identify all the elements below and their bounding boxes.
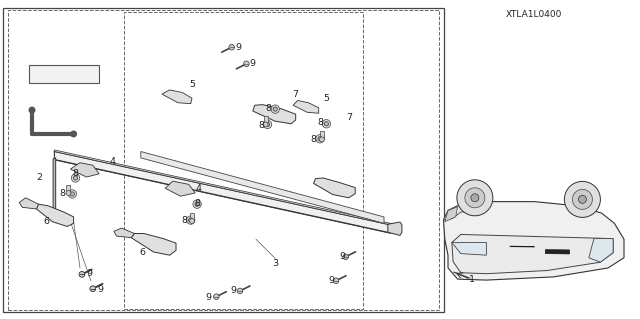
- Polygon shape: [29, 65, 99, 83]
- Circle shape: [193, 200, 202, 208]
- Circle shape: [319, 137, 324, 142]
- Circle shape: [324, 122, 328, 126]
- Circle shape: [237, 288, 243, 294]
- Circle shape: [189, 218, 193, 222]
- Bar: [320, 131, 324, 139]
- Text: 2: 2: [36, 173, 43, 182]
- Text: 9: 9: [339, 252, 346, 261]
- Text: 9: 9: [230, 286, 237, 295]
- Circle shape: [68, 190, 77, 198]
- Polygon shape: [53, 158, 56, 217]
- Text: 8: 8: [266, 104, 272, 113]
- Circle shape: [74, 176, 77, 180]
- Text: 1: 1: [469, 275, 476, 284]
- Text: 8: 8: [181, 216, 188, 225]
- Text: 8: 8: [194, 199, 200, 208]
- Circle shape: [333, 278, 339, 284]
- Circle shape: [271, 105, 280, 113]
- Text: 7: 7: [346, 113, 352, 122]
- Text: 5: 5: [189, 80, 195, 89]
- Circle shape: [318, 137, 322, 141]
- Polygon shape: [589, 239, 613, 262]
- Text: XTLA1L0400: XTLA1L0400: [506, 10, 563, 19]
- Bar: [67, 185, 70, 193]
- Polygon shape: [36, 204, 74, 226]
- Polygon shape: [444, 202, 624, 280]
- Polygon shape: [54, 150, 390, 225]
- Polygon shape: [114, 228, 134, 238]
- Circle shape: [66, 190, 71, 196]
- Polygon shape: [314, 178, 355, 198]
- Text: 9: 9: [97, 285, 104, 294]
- Polygon shape: [162, 90, 192, 104]
- Polygon shape: [253, 105, 296, 124]
- Circle shape: [572, 189, 593, 209]
- Circle shape: [186, 216, 195, 224]
- Circle shape: [90, 286, 95, 292]
- Bar: [190, 213, 194, 221]
- Polygon shape: [165, 181, 195, 196]
- Circle shape: [71, 174, 80, 182]
- Polygon shape: [452, 234, 613, 274]
- Polygon shape: [510, 246, 534, 247]
- Circle shape: [70, 192, 74, 196]
- Text: 8: 8: [317, 118, 323, 127]
- Polygon shape: [141, 152, 384, 223]
- Circle shape: [189, 219, 195, 224]
- Polygon shape: [54, 152, 390, 233]
- Circle shape: [29, 107, 35, 114]
- Circle shape: [70, 130, 77, 137]
- Text: 8: 8: [258, 121, 264, 130]
- Circle shape: [316, 135, 324, 143]
- Circle shape: [471, 194, 479, 202]
- Text: 3: 3: [272, 259, 278, 268]
- Circle shape: [457, 180, 493, 216]
- Bar: [264, 116, 268, 124]
- Text: 9: 9: [86, 269, 93, 278]
- Text: 9: 9: [205, 293, 211, 302]
- Text: 9: 9: [328, 276, 335, 285]
- Polygon shape: [131, 234, 176, 255]
- Polygon shape: [19, 198, 38, 209]
- Text: 6: 6: [43, 217, 49, 226]
- Circle shape: [564, 182, 600, 217]
- Text: 8: 8: [310, 135, 317, 144]
- Circle shape: [343, 254, 348, 260]
- Text: 8: 8: [60, 189, 66, 198]
- Text: 6: 6: [139, 248, 145, 257]
- Circle shape: [579, 195, 586, 204]
- Polygon shape: [293, 100, 319, 113]
- Polygon shape: [70, 163, 99, 177]
- Bar: [124, 12, 363, 309]
- Circle shape: [263, 120, 272, 129]
- Circle shape: [79, 271, 84, 277]
- Polygon shape: [545, 249, 570, 254]
- Circle shape: [195, 202, 199, 206]
- Text: 9: 9: [250, 59, 256, 68]
- Text: 9: 9: [235, 43, 241, 52]
- Bar: [8, 10, 439, 310]
- Text: 7: 7: [292, 90, 299, 99]
- Text: 4: 4: [195, 184, 202, 193]
- Circle shape: [79, 271, 84, 277]
- Circle shape: [273, 107, 277, 111]
- Text: 4: 4: [109, 157, 115, 166]
- Polygon shape: [452, 242, 486, 255]
- Polygon shape: [388, 223, 392, 232]
- Circle shape: [214, 294, 219, 300]
- Circle shape: [322, 120, 331, 128]
- Circle shape: [266, 122, 269, 127]
- Circle shape: [229, 44, 234, 50]
- Circle shape: [263, 122, 268, 127]
- Circle shape: [90, 286, 95, 292]
- Text: 5: 5: [323, 94, 330, 103]
- Circle shape: [465, 188, 485, 208]
- Text: 8: 8: [72, 169, 79, 178]
- Polygon shape: [388, 222, 402, 235]
- Circle shape: [244, 61, 249, 67]
- Bar: [3, 8, 444, 312]
- Polygon shape: [444, 202, 486, 220]
- Polygon shape: [445, 207, 458, 222]
